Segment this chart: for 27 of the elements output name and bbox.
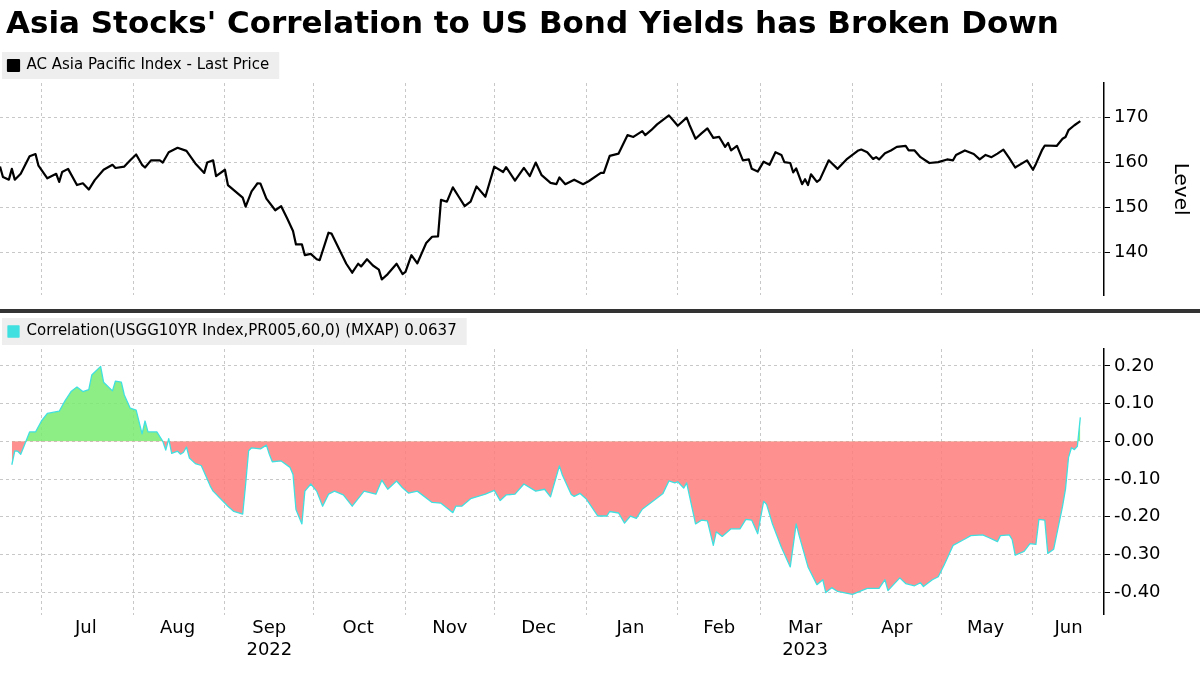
y-tick-label: 170 bbox=[1114, 105, 1149, 127]
y-axis-title: Level bbox=[1169, 162, 1194, 216]
x-tick-label: May bbox=[967, 616, 1005, 638]
x-tick-label: Jun bbox=[1053, 616, 1083, 638]
x-tick-label: Dec bbox=[521, 616, 557, 638]
x-tick-label: Aug bbox=[160, 616, 196, 638]
x-tick-label: Oct bbox=[342, 616, 374, 638]
y-tick-label: -0.40 bbox=[1114, 579, 1161, 601]
legend-label: AC Asia Pacific Index - Last Price bbox=[26, 55, 270, 74]
x-tick-label: Jul bbox=[73, 616, 97, 638]
y-tick-label: 160 bbox=[1114, 150, 1149, 172]
x-tick-label: Nov bbox=[432, 616, 468, 638]
y-tick-label: 0.10 bbox=[1114, 391, 1155, 413]
y-tick-label: 140 bbox=[1114, 240, 1149, 262]
y-tick-label: -0.20 bbox=[1114, 504, 1161, 526]
y-tick-label: 0.00 bbox=[1114, 429, 1155, 451]
x-tick-label: Apr bbox=[881, 616, 913, 638]
x-tick-label: Mar 2023 bbox=[782, 616, 828, 659]
x-tick-label: Jan bbox=[615, 616, 645, 638]
x-tick-label: Feb bbox=[703, 616, 736, 638]
y-tick-label: -0.30 bbox=[1114, 542, 1161, 564]
chart-title: Asia Stocks' Correlation to US Bond Yields has Broken Down bbox=[6, 4, 1059, 40]
y-tick-label: 0.20 bbox=[1114, 353, 1155, 375]
y-tick-label: -0.10 bbox=[1114, 466, 1161, 488]
legend-label: Correlation(USGG10YR Index,PR005,60,0) (MXAP) 0.0637 bbox=[26, 321, 457, 340]
x-tick-label: Sep 2022 bbox=[246, 616, 293, 659]
y-tick-label: 150 bbox=[1114, 195, 1149, 217]
